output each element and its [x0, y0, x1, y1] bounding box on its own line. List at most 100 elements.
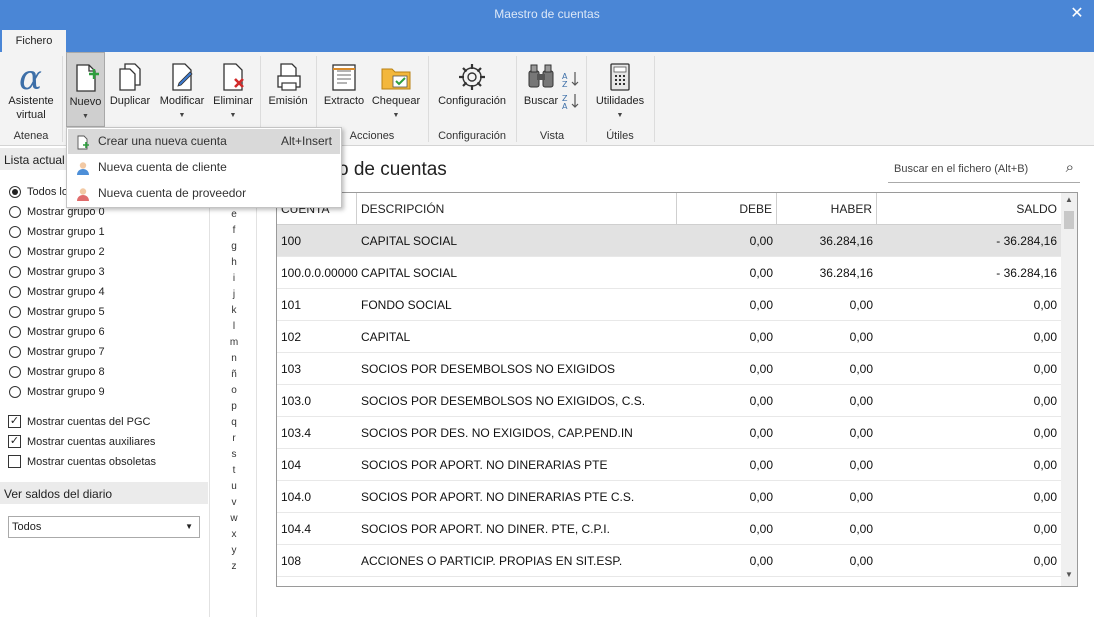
table-row[interactable]: 104 SOCIOS POR APORT. NO DINERARIAS PTE 0,… [277, 449, 1061, 481]
checkbox-option[interactable]: Mostrar cuentas obsoletas [0, 452, 208, 472]
radio-option[interactable]: Mostrar grupo 9 [0, 382, 208, 402]
search-input[interactable]: Buscar en el fichero (Alt+B) ⌕ [888, 157, 1080, 183]
saldos-select[interactable]: Todos ▼ [8, 516, 200, 538]
alphabet-letter[interactable]: p [231, 401, 237, 412]
table-row[interactable]: 104.0 SOCIOS POR APORT. NO DINERARIAS PTE… [277, 481, 1061, 513]
scroll-thumb[interactable] [1064, 211, 1074, 229]
header-haber[interactable]: HABER [777, 193, 877, 225]
sort-descending-icon[interactable]: Z A [562, 92, 580, 110]
vertical-scrollbar[interactable]: ▲ ▼ [1061, 193, 1077, 586]
alphabet-letter[interactable]: r [232, 433, 236, 444]
radio-button[interactable] [9, 186, 21, 198]
alphabet-letter[interactable]: x [231, 529, 237, 540]
radio-option[interactable]: Mostrar grupo 2 [0, 242, 208, 262]
radio-button[interactable] [9, 246, 21, 258]
cell-saldo: 0,00 [1033, 522, 1057, 536]
checkbox-option[interactable]: ✓ Mostrar cuentas auxiliares [0, 432, 208, 452]
divider [256, 150, 257, 617]
radio-option[interactable]: Mostrar grupo 0 [0, 202, 208, 222]
radio-button[interactable] [9, 306, 21, 318]
radio-option[interactable]: Mostrar grupo 3 [0, 262, 208, 282]
radio-button[interactable] [9, 286, 21, 298]
radio-button[interactable] [9, 226, 21, 238]
header-saldo[interactable]: SALDO [1016, 202, 1057, 216]
utilidades-button[interactable]: Utilidades ▼ [590, 52, 650, 128]
alphabet-letter[interactable]: y [231, 545, 237, 556]
table-row[interactable]: 100 CAPITAL SOCIAL 0,00 36.284,16 - 36.284,1… [277, 225, 1061, 257]
table-row[interactable]: 100.0.0.00000 CAPITAL SOCIAL 0,00 36.284,16… [277, 257, 1061, 289]
scroll-up-icon[interactable]: ▲ [1065, 195, 1073, 204]
emision-button[interactable]: Emisión [264, 52, 312, 128]
modificar-button[interactable]: Modificar ▼ [156, 52, 208, 128]
radio-option[interactable]: Mostrar grupo 8 [0, 362, 208, 382]
alphabet-letter[interactable]: m [229, 337, 239, 348]
header-debe[interactable]: DEBE [677, 193, 777, 225]
checkbox[interactable]: ✓ [8, 435, 21, 448]
alphabet-letter[interactable]: w [230, 513, 238, 524]
scroll-down-icon[interactable]: ▼ [1065, 570, 1073, 579]
radio-option[interactable]: Mostrar grupo 7 [0, 342, 208, 362]
buscar-button[interactable]: Buscar [520, 52, 562, 128]
radio-button[interactable] [9, 326, 21, 338]
cell-descripcion: SOCIOS POR DESEMBOLSOS NO EXIGIDOS, C.S. [361, 394, 646, 408]
alphabet-letter[interactable]: i [232, 273, 236, 284]
radio-label: Mostrar grupo 4 [27, 286, 105, 298]
radio-button[interactable] [9, 266, 21, 278]
duplicar-button[interactable]: Duplicar [106, 52, 154, 128]
eliminar-button[interactable]: Eliminar ▼ [210, 52, 256, 128]
alphabet-letter[interactable]: v [231, 497, 237, 508]
radio-button[interactable] [9, 346, 21, 358]
alphabet-letter[interactable]: u [231, 481, 237, 492]
table-row[interactable]: 104.4 SOCIOS POR APORT. NO DINER. PTE, C.… [277, 513, 1061, 545]
header-descripcion[interactable]: DESCRIPCIÓN [357, 193, 677, 225]
configuracion-button[interactable]: Configuración [432, 52, 512, 128]
chequear-button[interactable]: Chequear ▼ [368, 52, 424, 128]
menu-item[interactable]: Nueva cuenta de proveedor [68, 181, 340, 206]
alphabet-letter[interactable]: t [232, 465, 236, 476]
alphabet-letter[interactable]: s [231, 449, 237, 460]
alphabet-letter[interactable]: g [231, 241, 237, 252]
table-row[interactable]: 102 CAPITAL 0,00 0,00 0,00 [277, 321, 1061, 353]
extracto-button[interactable]: Extracto [320, 52, 368, 128]
alphabet-letter[interactable]: ñ [231, 369, 237, 380]
close-icon[interactable]: ✕ [1070, 5, 1084, 22]
alphabet-letter[interactable]: z [231, 561, 237, 572]
sort-ascending-icon[interactable]: A Z [562, 70, 580, 88]
radio-button[interactable] [9, 386, 21, 398]
checkbox[interactable] [8, 455, 21, 468]
table-row[interactable]: 101 FONDO SOCIAL 0,00 0,00 0,00 [277, 289, 1061, 321]
alphabet-letter[interactable]: o [231, 385, 237, 396]
table-row[interactable]: 108 ACCIONES O PARTICIP. PROPIAS EN SIT.E… [277, 545, 1061, 577]
nuevo-button[interactable]: Nuevo ▼ [66, 52, 105, 127]
table-row[interactable]: 103 SOCIOS POR DESEMBOLSOS NO EXIGIDOS 0,0… [277, 353, 1061, 385]
cell-saldo: - 36.284,16 [996, 266, 1057, 280]
alphabet-letter[interactable]: e [231, 209, 237, 220]
alphabet-letter[interactable]: h [231, 257, 237, 268]
checkbox[interactable]: ✓ [8, 415, 21, 428]
radio-button[interactable] [9, 366, 21, 378]
alphabet-letter[interactable]: f [232, 225, 236, 236]
radio-option[interactable]: Mostrar grupo 6 [0, 322, 208, 342]
radio-option[interactable]: Mostrar grupo 4 [0, 282, 208, 302]
alphabet-letter[interactable]: n [231, 353, 237, 364]
cell-haber: 0,00 [849, 490, 873, 504]
radio-button[interactable] [9, 206, 21, 218]
asistente-label-1: Asistente [8, 95, 54, 107]
checkbox-option[interactable]: ✓ Mostrar cuentas del PGC [0, 412, 208, 432]
alphabet-letter[interactable]: j [232, 289, 236, 300]
radio-option[interactable]: Mostrar grupo 1 [0, 222, 208, 242]
table-row[interactable]: 103.0 SOCIOS POR DESEMBOLSOS NO EXIGIDOS,… [277, 385, 1061, 417]
title-bar: Maestro de cuentas ✕ [0, 0, 1094, 30]
radio-option[interactable]: Todos los [0, 182, 208, 202]
alphabet-letter[interactable]: q [231, 417, 237, 428]
tab-fichero[interactable]: Fichero [2, 30, 66, 52]
menu-item[interactable]: Crear una nueva cuenta Alt+Insert [68, 129, 340, 154]
search-icon[interactable]: ⌕ [1065, 159, 1074, 176]
table-row[interactable]: 103.4 SOCIOS POR DES. NO EXIGIDOS, CAP.PE… [277, 417, 1061, 449]
asistente-virtual-button[interactable]: α Asistente virtual [4, 52, 58, 128]
alphabet-letter[interactable]: l [232, 321, 236, 332]
radio-option[interactable]: Mostrar grupo 5 [0, 302, 208, 322]
group-separator [260, 56, 261, 142]
menu-item[interactable]: Nueva cuenta de cliente [68, 155, 340, 180]
alphabet-letter[interactable]: k [231, 305, 237, 316]
